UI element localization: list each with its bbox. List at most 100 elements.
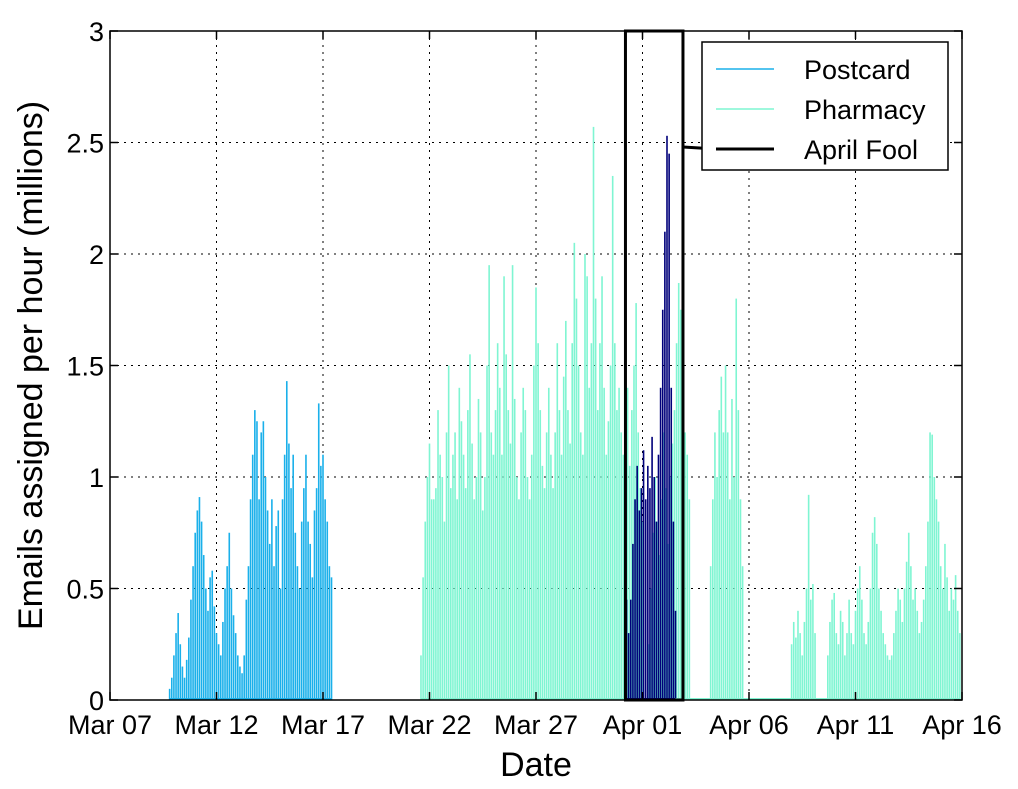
bar <box>443 521 446 700</box>
bar <box>494 410 497 700</box>
bar <box>190 599 192 700</box>
bar <box>569 443 571 700</box>
bar <box>688 499 691 700</box>
bar <box>484 477 486 700</box>
bar <box>258 499 260 700</box>
bar <box>552 488 554 700</box>
bar <box>893 633 895 700</box>
bar <box>579 432 582 700</box>
bar <box>627 633 630 700</box>
bar <box>300 521 303 700</box>
bar <box>509 443 512 700</box>
bar <box>422 577 424 700</box>
bar <box>530 454 533 700</box>
bar <box>722 432 725 700</box>
bar <box>313 510 316 700</box>
bar <box>648 644 650 700</box>
bar <box>844 655 846 700</box>
bar <box>247 566 250 700</box>
bar <box>232 615 235 700</box>
bar <box>192 566 194 700</box>
bar <box>526 477 529 700</box>
y-tick-label: 3 <box>89 17 104 47</box>
bar <box>239 666 241 700</box>
bar <box>330 577 333 700</box>
axis-ticks <box>109 30 963 701</box>
bar <box>311 577 314 700</box>
bar <box>652 532 654 700</box>
bar <box>492 454 495 700</box>
bar <box>952 599 955 700</box>
bar <box>599 343 601 700</box>
bar <box>852 644 855 700</box>
bar <box>684 432 686 700</box>
bar <box>467 410 469 700</box>
bar <box>880 610 882 700</box>
bar <box>910 566 912 700</box>
bar <box>905 561 908 700</box>
bar <box>211 570 214 700</box>
bar <box>296 566 299 700</box>
bar <box>479 432 482 700</box>
x-tick-label: Mar 12 <box>174 710 258 740</box>
bar <box>511 265 514 700</box>
bar <box>539 410 542 700</box>
bar <box>490 432 493 700</box>
bar <box>507 410 510 700</box>
bar <box>601 276 603 700</box>
bar <box>837 644 840 700</box>
x-tick-label: Apr 16 <box>922 710 1002 740</box>
bar <box>535 287 537 700</box>
bar <box>533 365 535 700</box>
bar <box>933 477 936 700</box>
bar <box>262 421 265 700</box>
bar <box>471 443 473 700</box>
bar <box>950 588 953 700</box>
bar <box>473 499 476 700</box>
bar <box>558 410 561 700</box>
bar <box>281 499 284 700</box>
bar <box>939 566 942 700</box>
bar <box>814 633 816 700</box>
bar <box>616 410 618 700</box>
bar <box>876 543 878 700</box>
bar <box>234 633 237 700</box>
bar <box>452 454 454 700</box>
bar <box>644 499 647 700</box>
bar <box>285 381 288 700</box>
bar <box>290 488 292 700</box>
bar <box>328 566 331 700</box>
bar <box>605 454 608 700</box>
bar <box>839 610 842 700</box>
bar <box>741 566 744 700</box>
bar <box>856 588 859 700</box>
bar <box>865 644 867 700</box>
bar <box>505 354 507 700</box>
bar <box>475 477 478 700</box>
bar <box>731 398 733 700</box>
bar <box>298 588 301 700</box>
bar <box>956 610 959 700</box>
bar <box>942 588 944 700</box>
bar <box>649 488 651 700</box>
bar <box>424 521 427 700</box>
bar <box>251 454 254 700</box>
bar <box>503 276 505 700</box>
bar <box>890 655 893 700</box>
legend-label-pharmacy: Pharmacy <box>804 95 926 125</box>
bar <box>716 477 718 700</box>
bar <box>188 637 190 700</box>
y-tick-labels: 0 0.5 1 1.5 2 2.5 3 <box>66 17 104 716</box>
bar <box>277 510 280 700</box>
bar <box>554 432 556 700</box>
bar <box>462 454 465 700</box>
bar <box>215 633 218 700</box>
bar <box>271 499 273 700</box>
bar <box>183 677 186 700</box>
bar <box>420 655 422 700</box>
bar <box>582 454 584 700</box>
bar <box>288 443 290 700</box>
y-tick-label: 0.5 <box>66 575 104 605</box>
bar <box>663 432 665 700</box>
bar <box>642 450 645 700</box>
